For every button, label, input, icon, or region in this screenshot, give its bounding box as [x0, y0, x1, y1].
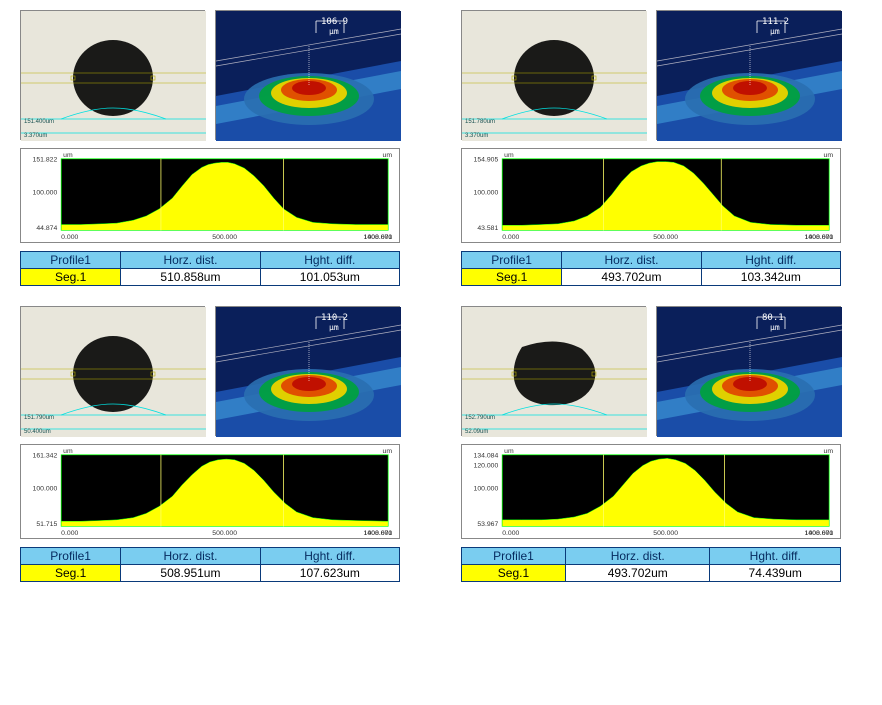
- svg-text:um: um: [383, 152, 393, 159]
- svg-text:0.000: 0.000: [61, 234, 78, 241]
- svg-text:1000.000: 1000.000: [805, 234, 834, 241]
- svg-text:151.400um: 151.400um: [24, 119, 54, 125]
- svg-text:152.790um: 152.790um: [465, 415, 495, 421]
- peak-height-unit: μm: [329, 323, 339, 332]
- microscope-view[interactable]: 151.780um 3.370um: [461, 10, 646, 140]
- svg-text:3.370um: 3.370um: [24, 133, 47, 139]
- 3d-heightmap-view[interactable]: 80.1 μm: [656, 306, 841, 436]
- svg-text:1000.000: 1000.000: [805, 530, 834, 537]
- measurement-panel: 151.400um 3.370um 106.9 μm: [20, 10, 421, 286]
- table-header-hght: Hght. diff.: [260, 548, 399, 565]
- svg-text:um: um: [504, 152, 514, 159]
- svg-text:51.715: 51.715: [36, 521, 57, 528]
- panel-grid: 151.400um 3.370um 106.9 μm: [20, 10, 862, 582]
- svg-text:um: um: [824, 448, 834, 455]
- table-header-horz: Horz. dist.: [121, 548, 260, 565]
- top-row: 152.790um 52.09um 80.1 μm: [461, 306, 862, 436]
- table-horz-value: 493.702um: [565, 565, 709, 582]
- table-horz-value: 493.702um: [562, 269, 701, 286]
- measurement-table: Profile1 Horz. dist. Hght. diff. Seg.1 5…: [20, 547, 400, 582]
- svg-text:0.000: 0.000: [502, 530, 519, 537]
- svg-text:500.000: 500.000: [212, 530, 237, 537]
- 3d-heightmap-view[interactable]: 106.9 μm: [215, 10, 400, 140]
- microscope-view[interactable]: 152.790um 52.09um: [461, 306, 646, 436]
- table-header-profile: Profile1: [462, 252, 562, 269]
- microscope-view[interactable]: 151.400um 3.370um: [20, 10, 205, 140]
- svg-text:500.000: 500.000: [653, 530, 678, 537]
- svg-text:0.000: 0.000: [502, 234, 519, 241]
- table-hght-value: 74.439um: [710, 565, 841, 582]
- top-row: 151.780um 3.370um 111.2 μm: [461, 10, 862, 140]
- svg-text:100.000: 100.000: [474, 190, 499, 197]
- profile-chart[interactable]: 161.342 100.000 51.715 um 1408.671 um 0.…: [20, 444, 400, 539]
- svg-text:500.000: 500.000: [212, 234, 237, 241]
- svg-text:134.084: 134.084: [474, 453, 499, 460]
- svg-text:um: um: [504, 448, 514, 455]
- peak-height-label: 111.2: [762, 17, 789, 27]
- svg-text:151.790um: 151.790um: [24, 415, 54, 421]
- svg-text:1000.000: 1000.000: [364, 234, 393, 241]
- table-header-profile: Profile1: [21, 252, 121, 269]
- microscope-view[interactable]: 151.790um 50.400um: [20, 306, 205, 436]
- svg-text:100.000: 100.000: [33, 190, 58, 197]
- top-row: 151.790um 50.400um 110.2 μm: [20, 306, 421, 436]
- svg-text:151.822: 151.822: [33, 157, 58, 164]
- measurement-table: Profile1 Horz. dist. Hght. diff. Seg.1 4…: [461, 547, 841, 582]
- svg-text:500.000: 500.000: [653, 234, 678, 241]
- measurement-panel: 151.780um 3.370um 111.2 μm: [461, 10, 862, 286]
- peak-height-label: 80.1: [762, 313, 784, 323]
- table-seg-label: Seg.1: [462, 269, 562, 286]
- profile-chart[interactable]: 151.822 100.000 44.874 um 1408.671 um 0.…: [20, 148, 400, 243]
- table-hght-value: 107.623um: [260, 565, 399, 582]
- profile-chart[interactable]: 134.084 100.000 120.000 53.967 um 1408.6…: [461, 444, 841, 539]
- peak-height-unit: μm: [329, 27, 339, 36]
- table-hght-value: 103.342um: [701, 269, 840, 286]
- svg-text:52.09um: 52.09um: [465, 429, 488, 435]
- table-seg-label: Seg.1: [21, 269, 121, 286]
- table-header-hght: Hght. diff.: [710, 548, 841, 565]
- svg-text:161.342: 161.342: [33, 453, 58, 460]
- svg-text:um: um: [63, 152, 73, 159]
- svg-text:0.000: 0.000: [61, 530, 78, 537]
- 3d-heightmap-view[interactable]: 110.2 μm: [215, 306, 400, 436]
- svg-text:151.780um: 151.780um: [465, 119, 495, 125]
- peak-height-label: 110.2: [321, 313, 348, 323]
- table-horz-value: 510.858um: [121, 269, 260, 286]
- 3d-heightmap-view[interactable]: 111.2 μm: [656, 10, 841, 140]
- svg-text:100.000: 100.000: [474, 486, 499, 493]
- top-row: 151.400um 3.370um 106.9 μm: [20, 10, 421, 140]
- svg-text:50.400um: 50.400um: [24, 429, 51, 435]
- svg-text:44.874: 44.874: [36, 225, 57, 232]
- profile-chart[interactable]: 154.905 100.000 43.581 um 1408.671 um 0.…: [461, 148, 841, 243]
- svg-text:1000.000: 1000.000: [364, 530, 393, 537]
- table-header-hght: Hght. diff.: [701, 252, 840, 269]
- svg-text:43.581: 43.581: [477, 225, 498, 232]
- svg-text:53.967: 53.967: [477, 521, 498, 528]
- table-header-horz: Horz. dist.: [565, 548, 709, 565]
- table-header-hght: Hght. diff.: [260, 252, 399, 269]
- svg-text:um: um: [383, 448, 393, 455]
- table-seg-label: Seg.1: [21, 565, 121, 582]
- table-hght-value: 101.053um: [260, 269, 399, 286]
- measurement-table: Profile1 Horz. dist. Hght. diff. Seg.1 4…: [461, 251, 841, 286]
- measurement-panel: 151.790um 50.400um 110.2 μm: [20, 306, 421, 582]
- svg-text:3.370um: 3.370um: [465, 133, 488, 139]
- svg-text:154.905: 154.905: [474, 157, 499, 164]
- peak-height-label: 106.9: [321, 17, 348, 27]
- table-header-horz: Horz. dist.: [562, 252, 701, 269]
- svg-text:um: um: [63, 448, 73, 455]
- svg-text:100.000: 100.000: [33, 486, 58, 493]
- table-header-profile: Profile1: [21, 548, 121, 565]
- svg-text:120.000: 120.000: [474, 463, 499, 470]
- table-seg-label: Seg.1: [462, 565, 566, 582]
- table-header-profile: Profile1: [462, 548, 566, 565]
- measurement-table: Profile1 Horz. dist. Hght. diff. Seg.1 5…: [20, 251, 400, 286]
- svg-text:um: um: [824, 152, 834, 159]
- measurement-panel: 152.790um 52.09um 80.1 μm 1: [461, 306, 862, 582]
- peak-height-unit: μm: [770, 27, 780, 36]
- table-header-horz: Horz. dist.: [121, 252, 260, 269]
- peak-height-unit: μm: [770, 323, 780, 332]
- table-horz-value: 508.951um: [121, 565, 260, 582]
